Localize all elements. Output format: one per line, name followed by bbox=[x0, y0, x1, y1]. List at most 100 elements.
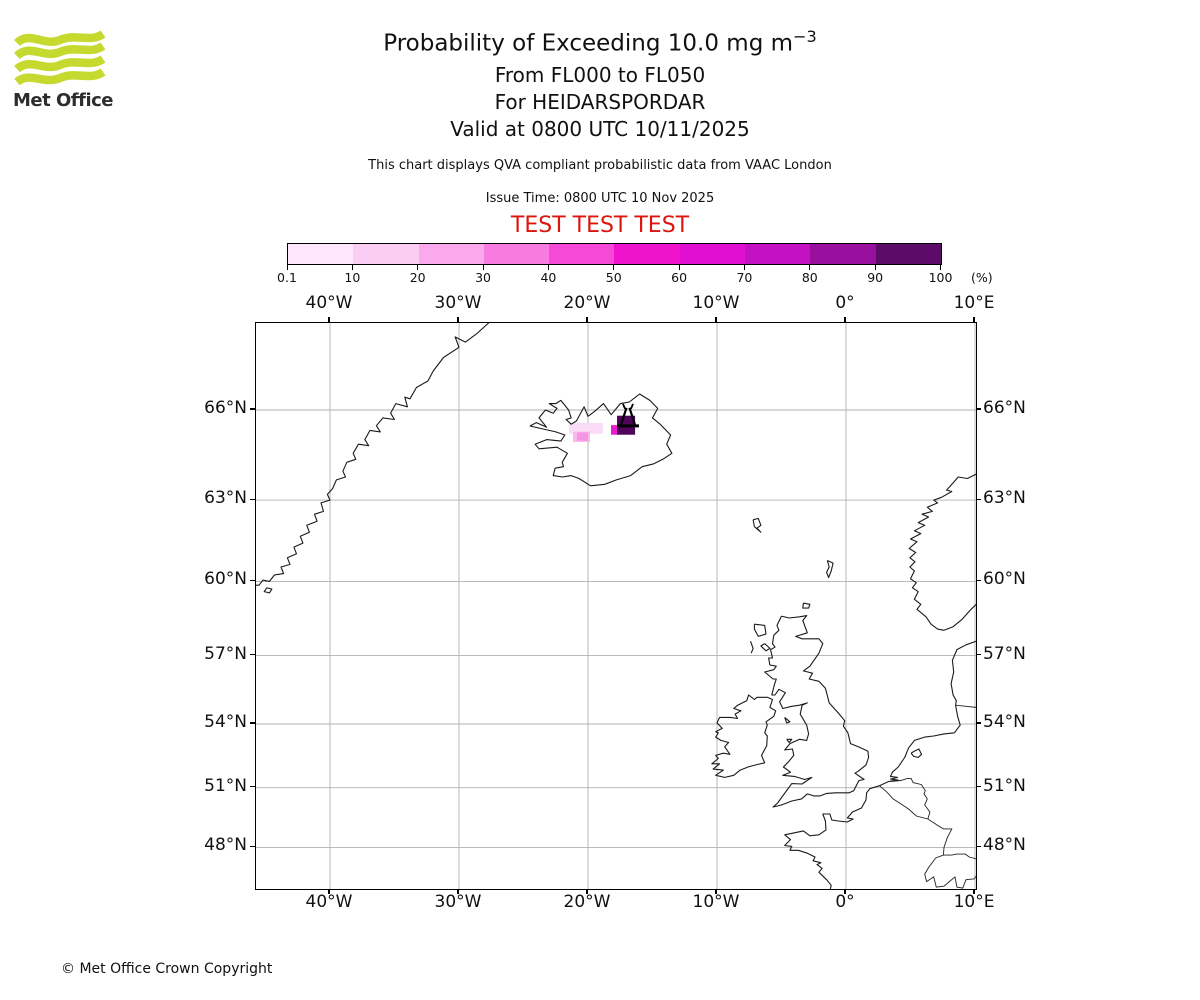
coastline bbox=[910, 748, 923, 759]
lat-axis-tick bbox=[976, 845, 981, 847]
colorbar-tick bbox=[743, 265, 745, 270]
coastline bbox=[802, 602, 811, 609]
map-area bbox=[255, 322, 977, 895]
colorbar-tick-label: 0.1 bbox=[277, 270, 297, 285]
coastline bbox=[255, 322, 490, 586]
lon-axis-label-top: 40°W bbox=[305, 293, 353, 313]
lon-axis-tick bbox=[586, 317, 588, 322]
lon-axis-label-top: 30°W bbox=[434, 293, 482, 313]
colorbar-tick bbox=[547, 265, 549, 270]
colorbar-tick bbox=[286, 265, 288, 270]
lon-axis-tick bbox=[328, 889, 330, 894]
coastline bbox=[784, 716, 791, 724]
coastline bbox=[786, 738, 793, 744]
lat-axis-tick bbox=[250, 653, 255, 656]
lat-axis-tick bbox=[976, 579, 981, 581]
lat-axis-label-right: 60°N bbox=[983, 569, 1026, 590]
lat-axis-label-right: 54°N bbox=[983, 712, 1026, 733]
lat-axis-tick bbox=[250, 408, 255, 410]
lon-axis-label-top: 10°W bbox=[692, 293, 740, 313]
title-exponent: −3 bbox=[793, 27, 817, 46]
colorbar-tick-label: 20 bbox=[409, 270, 426, 285]
probability-colorbar: 0.1 10 20 30 40 50 60 70 80 90 100 (%) bbox=[277, 243, 993, 288]
met-office-logo-text: Met Office bbox=[13, 90, 114, 111]
colorbar-tick bbox=[678, 265, 680, 270]
page-title: Probability of Exceeding 10.0 mg m−3 bbox=[0, 27, 1200, 57]
colorbar-segment bbox=[353, 244, 419, 264]
colorbar-tick-label: 70 bbox=[736, 270, 753, 285]
country-border bbox=[955, 704, 977, 708]
lon-axis-tick bbox=[715, 317, 717, 322]
lon-axis-tick bbox=[586, 889, 588, 894]
coastline bbox=[711, 694, 777, 778]
colorbar-tick-label: 80 bbox=[801, 270, 818, 285]
colorbar-segment bbox=[679, 244, 746, 264]
colorbar-tick bbox=[613, 265, 615, 270]
lon-axis-label-top: 10°E bbox=[953, 293, 995, 313]
colorbar-segment bbox=[549, 244, 615, 264]
colorbar-tick bbox=[351, 265, 353, 270]
issue-time: Issue Time: 0800 UTC 10 Nov 2025 bbox=[485, 191, 715, 206]
lon-axis-label-bottom: 40°W bbox=[305, 892, 353, 912]
met-office-logo bbox=[13, 27, 106, 91]
colorbar-segment bbox=[418, 244, 484, 264]
country-border bbox=[943, 853, 977, 860]
colorbar-tick-label: 30 bbox=[475, 270, 491, 285]
lon-axis-label-bottom: 30°W bbox=[434, 892, 482, 912]
colorbar-unit-label: (%) bbox=[971, 270, 993, 285]
lat-axis-tick bbox=[250, 579, 255, 581]
lat-axis-tick bbox=[250, 845, 255, 847]
lat-axis-tick bbox=[976, 722, 981, 724]
colorbar-segment bbox=[875, 244, 941, 264]
lat-axis-label-left: 57°N bbox=[204, 643, 247, 664]
colorbar-segment bbox=[614, 244, 680, 264]
volcano-marker-icon bbox=[616, 403, 639, 428]
lat-axis-label-left: 66°N bbox=[204, 398, 247, 418]
lon-axis-tick bbox=[328, 317, 330, 322]
colorbar-segment bbox=[483, 244, 550, 264]
test-banner: TEST TEST TEST bbox=[510, 213, 690, 238]
copyright-text: © Met Office Crown Copyright bbox=[61, 961, 273, 977]
map-svg bbox=[255, 322, 977, 895]
lat-axis-label-right: 51°N bbox=[983, 775, 1026, 796]
ash-probability-patch bbox=[569, 422, 603, 434]
lat-axis-label-left: 48°N bbox=[204, 835, 247, 856]
lat-axis-label-right: 48°N bbox=[983, 835, 1026, 856]
country-border bbox=[879, 785, 953, 856]
lon-axis-tick bbox=[844, 317, 846, 322]
coastline bbox=[752, 517, 762, 533]
lon-axis-label-bottom: 20°W bbox=[563, 892, 611, 912]
coastline bbox=[764, 615, 870, 808]
ash-probability-patch bbox=[611, 425, 620, 435]
colorbar-tick-label: 60 bbox=[671, 270, 688, 285]
lon-axis-label-bottom: 10°E bbox=[953, 892, 995, 912]
colorbar-tick-label: 40 bbox=[540, 270, 557, 285]
lat-axis-tick bbox=[976, 653, 981, 656]
coastline bbox=[749, 641, 754, 654]
coastline bbox=[263, 587, 273, 594]
lat-axis-label-left: 51°N bbox=[204, 775, 247, 796]
colorbar-tick bbox=[940, 265, 941, 270]
colorbar-tick-label: 50 bbox=[605, 270, 622, 285]
lat-axis-tick bbox=[250, 498, 255, 500]
colorbar-tick bbox=[417, 265, 419, 270]
lat-axis-tick bbox=[250, 722, 255, 724]
subtitle-valid-time: Valid at 0800 UTC 10/11/2025 bbox=[450, 117, 750, 141]
lon-axis-label-bottom: 0° bbox=[835, 892, 855, 912]
met-office-logo-waves-icon bbox=[13, 30, 106, 86]
coastline bbox=[753, 623, 767, 637]
lat-axis-tick bbox=[976, 786, 981, 788]
lon-axis-tick bbox=[457, 317, 459, 322]
lat-axis-tick bbox=[976, 498, 981, 500]
colorbar-tick-label: 10 bbox=[344, 270, 361, 285]
lon-axis-tick bbox=[844, 889, 846, 894]
qva-note: This chart displays QVA compliant probab… bbox=[368, 158, 832, 173]
lon-axis-tick bbox=[973, 889, 975, 894]
lat-axis-label-right: 57°N bbox=[983, 643, 1026, 664]
colorbar-tick-label: 100 bbox=[928, 270, 953, 285]
subtitle-flight-levels: From FL000 to FL050 bbox=[494, 63, 706, 87]
coastline bbox=[826, 559, 834, 579]
colorbar-tick bbox=[482, 265, 484, 270]
lat-axis-label-right: 63°N bbox=[983, 488, 1026, 509]
lat-axis-tick bbox=[250, 786, 255, 788]
